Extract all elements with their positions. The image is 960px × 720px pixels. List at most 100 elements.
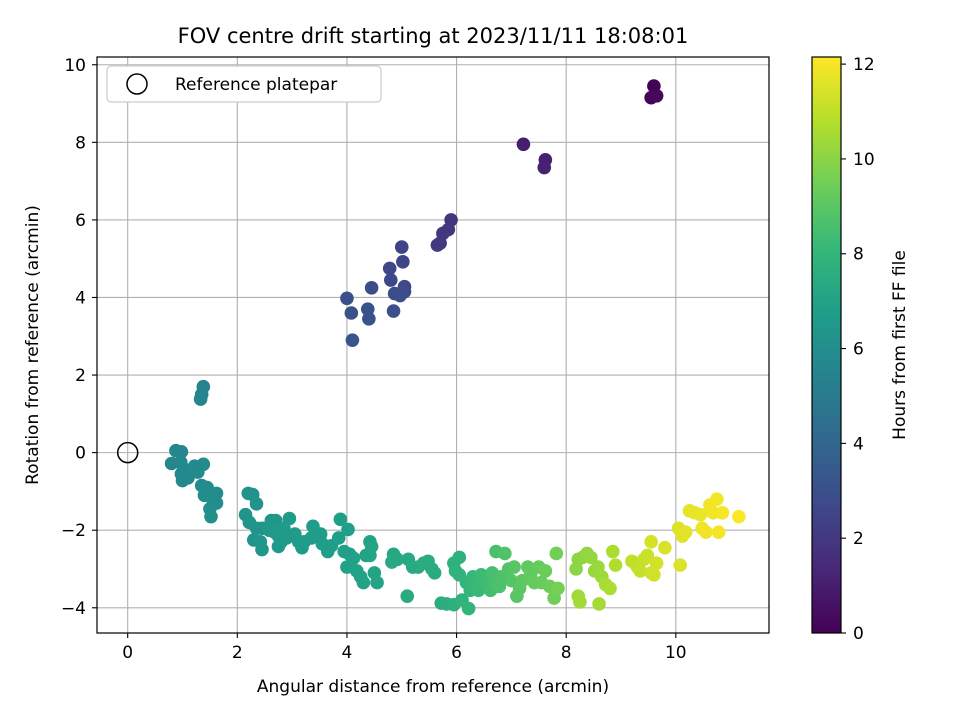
- y-tick-label: 0: [75, 444, 86, 464]
- y-tick-label: −4: [61, 599, 86, 619]
- data-point: [196, 457, 211, 472]
- colorbar-tick-label: 2: [853, 529, 864, 549]
- data-point: [715, 505, 730, 520]
- y-tick-label: −2: [61, 521, 86, 541]
- data-point: [608, 558, 623, 572]
- legend-marker-icon: [126, 73, 148, 95]
- y-tick-label: 10: [64, 56, 86, 76]
- data-point: [174, 445, 189, 459]
- data-point: [364, 280, 379, 295]
- data-point: [344, 306, 359, 320]
- data-point: [382, 261, 397, 276]
- y-tick-label: 4: [75, 288, 86, 308]
- colorbar-label: Hours from first FF file: [890, 250, 910, 440]
- colorbar: 0 2 4 6 8 10 12 Hours from first FF file: [811, 55, 910, 644]
- legend: Reference platepar: [106, 65, 382, 103]
- colorbar-tick-label: 4: [853, 434, 864, 454]
- data-point: [699, 525, 713, 539]
- data-point: [400, 589, 415, 603]
- data-point: [356, 575, 371, 590]
- data-point: [592, 597, 606, 611]
- data-point: [390, 552, 405, 567]
- colorbar-tick-label: 8: [853, 245, 864, 265]
- data-point: [603, 581, 617, 596]
- x-axis-ticks: 0 2 4 6 8 10: [122, 633, 687, 663]
- data-point: [255, 542, 269, 557]
- data-point: [271, 539, 286, 554]
- data-point: [341, 522, 355, 537]
- colorbar-tick-label: 12: [853, 55, 875, 75]
- data-point: [706, 505, 720, 520]
- chart-title: FOV centre drift starting at 2023/11/11 …: [178, 24, 689, 48]
- y-tick-label: 8: [75, 133, 86, 153]
- data-point: [396, 254, 410, 269]
- x-tick-label: 8: [561, 643, 572, 663]
- data-point: [393, 288, 407, 303]
- data-point: [295, 540, 309, 555]
- data-point: [678, 525, 693, 539]
- colorbar-tick-label: 0: [853, 624, 864, 644]
- data-point: [204, 509, 218, 524]
- data-point: [537, 160, 552, 175]
- data-point: [394, 240, 409, 254]
- colorbar-tick-label: 6: [853, 340, 864, 360]
- data-point: [370, 575, 384, 590]
- data-point: [333, 512, 348, 527]
- data-point: [711, 525, 726, 539]
- data-point: [538, 564, 553, 578]
- data-point: [516, 137, 531, 152]
- y-axis-label: Rotation from reference (arcmin): [23, 205, 43, 485]
- data-point: [193, 392, 208, 406]
- data-point: [673, 558, 688, 572]
- data-point: [605, 544, 620, 559]
- data-point: [498, 546, 512, 561]
- data-point: [658, 540, 672, 555]
- data-point: [649, 88, 664, 103]
- data-point: [507, 560, 521, 574]
- plot-frame: [96, 56, 770, 634]
- data-point: [649, 556, 664, 570]
- data-point: [386, 304, 401, 318]
- data-point: [732, 509, 746, 524]
- data-point: [644, 535, 658, 549]
- y-tick-label: 2: [75, 366, 86, 386]
- x-tick-label: 0: [122, 643, 133, 663]
- data-point: [282, 511, 297, 526]
- data-point: [430, 238, 445, 252]
- data-point: [461, 601, 476, 616]
- data-point: [573, 595, 587, 609]
- legend-entry-label: Reference platepar: [175, 75, 337, 95]
- x-tick-label: 4: [342, 643, 353, 663]
- data-point: [551, 581, 565, 596]
- data-point: [345, 333, 360, 347]
- x-tick-label: 10: [665, 643, 687, 663]
- data-point: [633, 564, 647, 578]
- data-point: [340, 291, 354, 306]
- x-axis-label: Angular distance from reference (arcmin): [257, 677, 609, 697]
- reference-marker: [116, 441, 139, 464]
- colorbar-tick-label: 10: [853, 150, 875, 170]
- y-tick-label: 6: [75, 211, 86, 231]
- y-axis-ticks: −4 −2 0 2 4 6 8 10: [61, 56, 97, 619]
- data-point: [363, 548, 377, 563]
- x-tick-label: 6: [451, 643, 462, 663]
- data-point: [693, 507, 708, 522]
- legend-box: [106, 65, 382, 103]
- data-point: [452, 550, 467, 565]
- data-point: [175, 473, 190, 488]
- data-point: [249, 497, 264, 511]
- data-point: [584, 550, 598, 565]
- colorbar-bar: [811, 56, 842, 634]
- data-point: [427, 566, 442, 580]
- scatter-points: [164, 79, 746, 616]
- data-point: [362, 312, 376, 326]
- data-point: [383, 273, 398, 287]
- data-point: [331, 531, 346, 545]
- colorbar-ticks: 0 2 4 6 8 10 12: [841, 55, 875, 644]
- data-point: [710, 492, 724, 506]
- grid: [97, 57, 769, 633]
- data-point: [640, 548, 655, 563]
- x-tick-label: 2: [232, 643, 243, 663]
- data-point: [647, 568, 661, 582]
